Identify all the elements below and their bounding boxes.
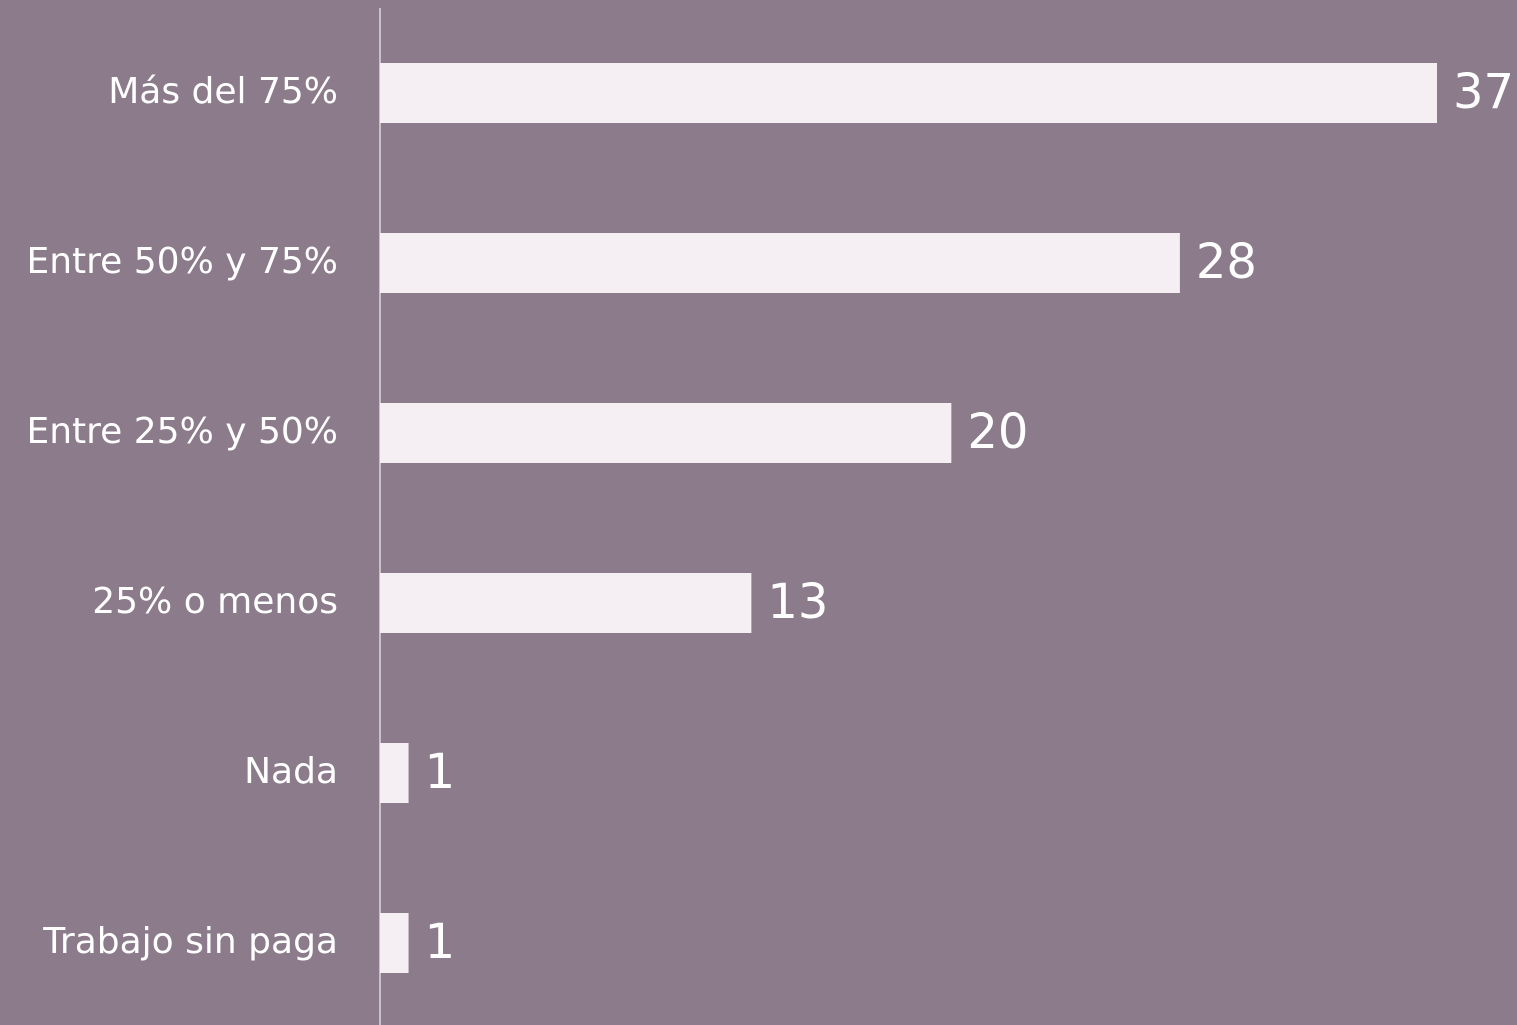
bar [380, 743, 409, 803]
bar [380, 233, 1180, 293]
category-label: Más del 75% [108, 71, 338, 112]
value-label: 20 [967, 404, 1028, 460]
category-label: Entre 25% y 50% [26, 411, 338, 452]
value-label: 13 [767, 574, 828, 630]
category-label: Trabajo sin paga [42, 921, 338, 962]
bar [380, 63, 1437, 123]
bar [380, 913, 409, 973]
value-label: 1 [425, 744, 456, 800]
bar [380, 403, 952, 463]
value-label: 28 [1196, 234, 1257, 290]
category-label: 25% o menos [92, 581, 338, 622]
category-label: Nada [244, 751, 338, 792]
category-label: Entre 50% y 75% [26, 241, 338, 282]
value-label: 37 [1453, 64, 1514, 120]
bar [380, 573, 752, 633]
value-label: 1 [425, 914, 456, 970]
